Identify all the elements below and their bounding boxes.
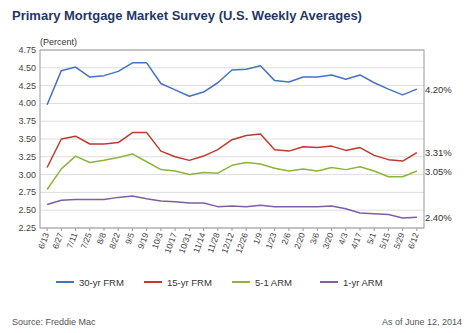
x-tick [360, 228, 361, 231]
x-tick [331, 228, 332, 231]
x-tick-label: 6/27 [50, 231, 65, 250]
end-label: 4.20% [425, 84, 452, 95]
x-tick-label: 4/3 [336, 231, 350, 246]
y-tick-label: 4.50 [18, 63, 36, 73]
x-tick [146, 228, 147, 231]
x-tick-label: 5/15 [377, 231, 392, 250]
grid-line [40, 210, 424, 211]
y-tick-label: 2.25 [18, 223, 36, 233]
y-tick-label: 2.75 [18, 187, 36, 197]
x-tick [416, 228, 417, 231]
x-tick [47, 228, 48, 231]
series-line [47, 196, 417, 218]
legend-label: 30-yr FRM [79, 277, 124, 288]
x-tick [217, 228, 218, 231]
series-line [47, 154, 417, 190]
x-tick-label: 6/13 [36, 231, 51, 250]
end-label: 3.31% [425, 147, 452, 158]
legend-swatch [320, 281, 338, 283]
x-tick-label: 7/25 [79, 231, 94, 250]
lines [47, 63, 417, 218]
legend-swatch [144, 281, 162, 283]
x-tick-label: 1/23 [263, 231, 278, 250]
y-tick-label: 2.50 [18, 205, 36, 215]
x-tick-label: 12/26 [233, 231, 250, 255]
y-label: (Percent) [40, 37, 77, 47]
x-tick-label: 8/22 [107, 231, 122, 250]
y-tick-label: 3.25 [18, 152, 36, 162]
footer-note: Source: Freddie Mac [12, 317, 96, 327]
legend-swatch [56, 281, 74, 283]
x-tick-label: 8/8 [94, 231, 108, 246]
x-tick-label: 3/6 [308, 231, 322, 246]
y-tick-label: 4.25 [18, 81, 36, 91]
x-tick [175, 228, 176, 231]
x-tick [288, 228, 289, 231]
y-tick-label: 4.00 [18, 98, 36, 108]
grid-line [40, 67, 424, 68]
grid-line [40, 103, 424, 104]
x-tick-label: 5/29 [391, 231, 406, 250]
grid-line [40, 85, 424, 86]
x-tick [132, 228, 133, 231]
footer-note: As of June 12, 2014 [382, 317, 462, 327]
title: Primary Mortgage Market Survey (U.S. Wee… [12, 8, 362, 23]
end-label: 2.40% [425, 212, 452, 223]
chart: Primary Mortgage Market Survey (U.S. Wee… [0, 0, 474, 333]
legend-label: 15-yr FRM [167, 277, 212, 288]
x-tick [232, 228, 233, 231]
x-tick [104, 228, 105, 231]
x-tick [345, 228, 346, 231]
legend-label: 5-1 ARM [255, 277, 292, 288]
x-tick [118, 228, 119, 231]
plot-frame [40, 50, 424, 228]
grid-line [40, 174, 424, 175]
x-tick [274, 228, 275, 231]
x-tick [317, 228, 318, 231]
x-tick [388, 228, 389, 231]
x-tick [89, 228, 90, 231]
x-tick-label: 5/1 [365, 231, 379, 246]
x-tick [260, 228, 261, 231]
x-tick-label: 1/9 [251, 231, 265, 246]
x-tick-label: 9/19 [135, 231, 150, 250]
x-tick-label: 10/3 [150, 231, 165, 250]
grid-line [40, 156, 424, 157]
end-label: 3.05% [425, 166, 452, 177]
x-tick-label: 2/6 [279, 231, 293, 246]
x-tick [246, 228, 247, 231]
x-tick [61, 228, 62, 231]
x-tick-label: 4/17 [349, 231, 364, 250]
y-tick-label: 3.00 [18, 170, 36, 180]
series-line [47, 63, 417, 105]
x-tick-label: 7/11 [65, 231, 80, 250]
series-line [47, 133, 417, 168]
x-tick [203, 228, 204, 231]
x-tick-label: 9/5 [123, 231, 137, 246]
x-tick-label: 2/20 [292, 231, 307, 250]
y-tick-label: 4.75 [18, 45, 36, 55]
x-tick [160, 228, 161, 231]
x-tick [374, 228, 375, 231]
grid-line [40, 121, 424, 122]
x-tick [402, 228, 403, 231]
x-tick [75, 228, 76, 231]
x-tick-label: 6/12 [406, 231, 421, 250]
x-tick-label: 3/20 [320, 231, 335, 250]
y-tick-label: 3.50 [18, 134, 36, 144]
y-tick-label: 3.75 [18, 116, 36, 126]
grid-line [40, 192, 424, 193]
legend: 30-yr FRM 15-yr FRM 5-1 ARM 1-yr ARM [56, 277, 383, 288]
x-tick [303, 228, 304, 231]
legend-label: 1-yr ARM [343, 277, 383, 288]
x-tick [189, 228, 190, 231]
legend-swatch [232, 281, 250, 283]
